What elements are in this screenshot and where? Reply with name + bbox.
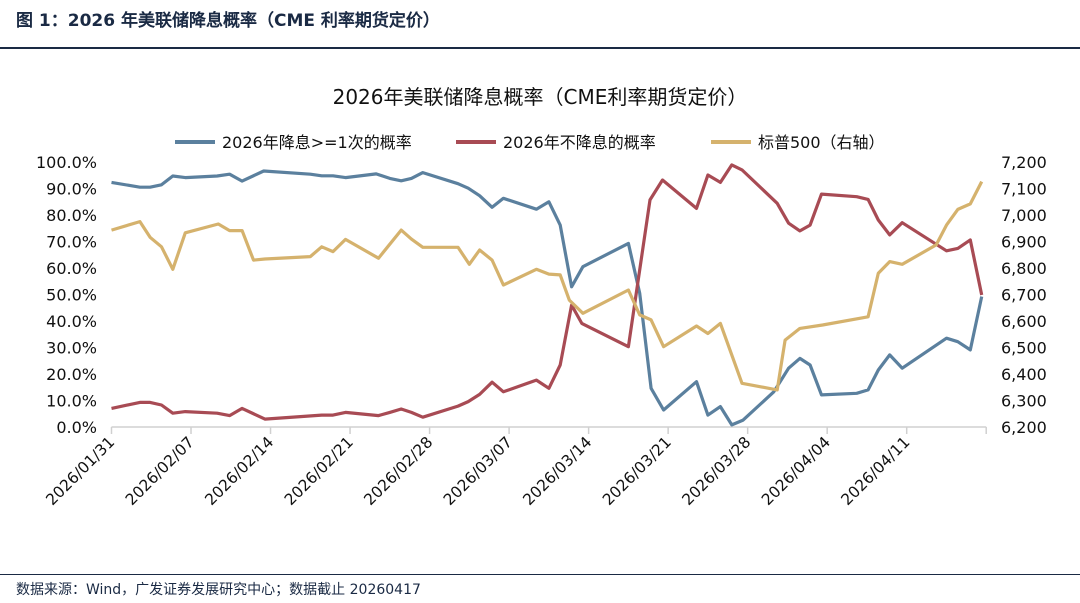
y-left-tick-label: 100.0% xyxy=(36,153,97,172)
y-left-tick-label: 10.0% xyxy=(46,392,97,411)
x-tick-label: 2026/03/07 xyxy=(440,433,516,509)
x-tick-label: 2026/02/28 xyxy=(361,433,437,509)
y-right-tick-label: 6,600 xyxy=(1001,312,1047,331)
x-tick-label: 2026/04/11 xyxy=(838,433,914,509)
y-right-tick-label: 6,700 xyxy=(1001,286,1047,305)
y-left-tick-label: 70.0% xyxy=(46,233,97,252)
series-line-1 xyxy=(111,163,984,421)
y-left-tick-label: 40.0% xyxy=(46,312,97,331)
y-right-tick-label: 6,200 xyxy=(1001,418,1047,437)
legend-label: 标普500（右轴） xyxy=(758,133,885,152)
x-tick-label: 2026/01/31 xyxy=(42,433,118,509)
y-left-tick-label: 80.0% xyxy=(46,206,97,225)
x-tick-label: 2026/02/14 xyxy=(201,433,277,509)
y-left-tick-label: 50.0% xyxy=(46,286,97,305)
series-line-0 xyxy=(111,169,984,427)
header-divider xyxy=(0,47,1080,49)
y-right-tick-label: 6,500 xyxy=(1001,339,1047,358)
x-tick-label: 2026/02/21 xyxy=(281,433,357,509)
x-tick-label: 2026/02/07 xyxy=(122,433,198,509)
legend-label: 2026年降息>=1次的概率 xyxy=(222,133,412,152)
y-right-tick-label: 6,400 xyxy=(1001,365,1047,384)
legend-item: 标普500（右轴） xyxy=(711,133,885,152)
legend-item: 2026年降息>=1次的概率 xyxy=(175,133,412,152)
y-left-tick-label: 30.0% xyxy=(46,339,97,358)
y-left-tick-label: 60.0% xyxy=(46,259,97,278)
y-left-tick-label: 20.0% xyxy=(46,365,97,384)
legend: 2026年降息>=1次的概率 2026年不降息的概率 标普500（右轴） xyxy=(175,133,885,152)
y-right-tick-label: 6,300 xyxy=(1001,392,1047,411)
source-note: 数据来源：Wind，广发证券发展研究中心；数据截止 20260417 xyxy=(16,582,421,598)
chart-title: 2026年美联储降息概率（CME利率期货定价） xyxy=(333,85,748,109)
x-tick-label: 2026/04/04 xyxy=(758,433,834,509)
legend-item: 2026年不降息的概率 xyxy=(456,133,656,152)
legend-label: 2026年不降息的概率 xyxy=(503,133,656,152)
y-right-tick-label: 7,100 xyxy=(1001,180,1047,199)
y-right-tick-label: 6,900 xyxy=(1001,233,1047,252)
x-tick-label: 2026/03/21 xyxy=(599,433,675,509)
y-right-tick-label: 7,000 xyxy=(1001,206,1047,225)
footer-divider xyxy=(0,574,1080,575)
x-tick-label: 2026/03/14 xyxy=(520,433,596,509)
y-left-tick-label: 0.0% xyxy=(56,418,97,437)
x-tick-label: 2026/03/28 xyxy=(679,433,755,509)
y-left-tick-label: 90.0% xyxy=(46,180,97,199)
y-right-tick-label: 7,200 xyxy=(1001,153,1047,172)
y-right-tick-label: 6,800 xyxy=(1001,259,1047,278)
series-line-2 xyxy=(111,180,984,392)
series-lines xyxy=(111,163,984,427)
figure-caption: 图 1：2026 年美联储降息概率（CME 利率期货定价） xyxy=(16,11,440,31)
